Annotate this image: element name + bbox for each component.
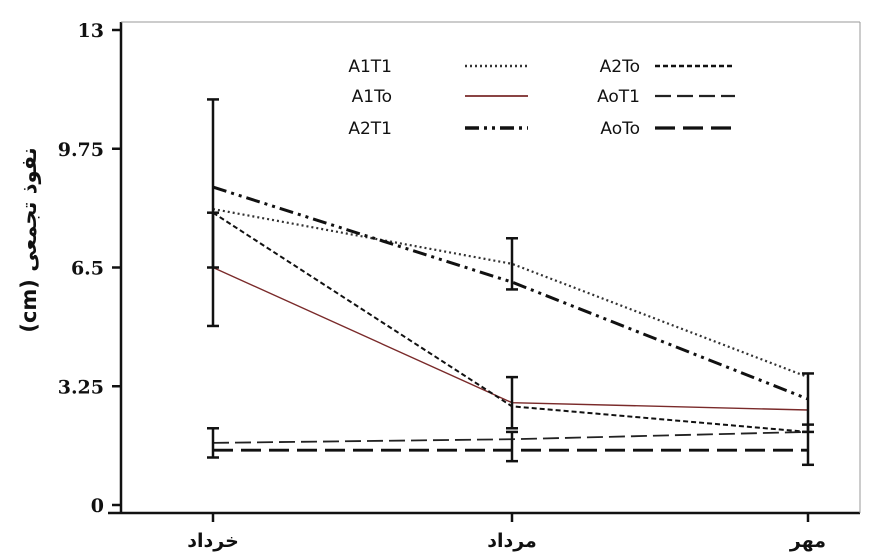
y-axis-label: نفوذ تجمعی (cm) (17, 147, 41, 332)
error-bar (506, 432, 518, 461)
y-axis-ticks: 0 3.25 6.5 9.75 13 (58, 20, 121, 517)
series-line-a1t1 (213, 209, 808, 377)
x-tick-label: مهر (789, 530, 826, 552)
legend: A1T1 A1To A2T1 A2To AoT1 AoTo (348, 57, 735, 139)
error-bar (207, 213, 219, 268)
series-line-a2to (213, 213, 808, 432)
legend-item-a2to: A2To (600, 57, 735, 77)
error-bars (207, 99, 814, 464)
legend-item-a1t1: A1T1 (348, 57, 528, 77)
error-bar (802, 373, 814, 431)
legend-label: A2To (600, 57, 640, 77)
x-tick-label: مرداد (487, 530, 537, 552)
y-tick-label: 6.5 (71, 258, 104, 280)
legend-item-aot1: AoT1 (597, 87, 735, 107)
legend-item-a1to: A1To (352, 87, 528, 107)
legend-label: A2T1 (348, 119, 392, 139)
legend-label: A1T1 (348, 57, 392, 77)
series-line-a2t1 (213, 187, 808, 399)
legend-item-aoto: AoTo (600, 119, 735, 139)
series-line-aot1 (213, 432, 808, 443)
legend-item-a2t1: A2T1 (348, 119, 528, 139)
x-tick-label: خرداد (187, 530, 239, 552)
y-tick-label: 13 (78, 20, 104, 42)
x-axis-ticks: خرداد مرداد مهر (187, 513, 826, 552)
y-tick-label: 3.25 (58, 376, 104, 398)
series-lines (213, 187, 808, 450)
legend-label: AoT1 (597, 87, 640, 107)
legend-label: A1To (352, 87, 392, 107)
y-tick-label: 0 (91, 495, 104, 517)
y-tick-label: 9.75 (58, 139, 104, 161)
legend-label: AoTo (600, 119, 640, 139)
